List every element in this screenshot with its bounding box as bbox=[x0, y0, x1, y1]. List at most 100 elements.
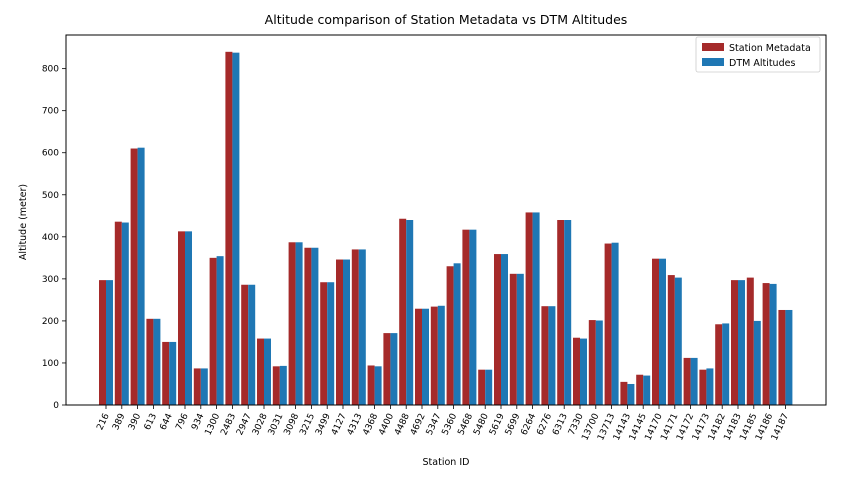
bar-station-metadata-14172 bbox=[683, 357, 691, 405]
y-tick-label-200: 200 bbox=[42, 317, 59, 327]
bar-dtm-altitudes-2483 bbox=[232, 52, 240, 406]
bar-station-metadata-5468 bbox=[462, 229, 470, 405]
bar-dtm-altitudes-1300 bbox=[216, 256, 224, 405]
bar-station-metadata-4313 bbox=[351, 249, 359, 405]
bar-station-metadata-14143 bbox=[620, 381, 628, 405]
bar-dtm-altitudes-4313 bbox=[358, 249, 366, 405]
bar-dtm-altitudes-2947 bbox=[248, 284, 256, 405]
bar-station-metadata-216 bbox=[99, 280, 106, 405]
bar-dtm-altitudes-5468 bbox=[469, 229, 477, 405]
bar-dtm-altitudes-613 bbox=[153, 318, 161, 405]
bar-dtm-altitudes-4692 bbox=[422, 308, 429, 405]
chart-title: Altitude comparison of Station Metadata … bbox=[265, 12, 628, 27]
bar-station-metadata-796 bbox=[178, 231, 185, 405]
y-tick-label-300: 300 bbox=[42, 275, 59, 285]
bar-station-metadata-5480 bbox=[478, 369, 486, 405]
bar-dtm-altitudes-13700 bbox=[595, 320, 603, 405]
bar-dtm-altitudes-14171 bbox=[674, 277, 682, 405]
bar-station-metadata-14145 bbox=[636, 374, 644, 405]
bar-dtm-altitudes-14187 bbox=[785, 309, 793, 405]
y-tick-label-0: 0 bbox=[53, 401, 59, 411]
legend-label-dtm-altitudes: DTM Altitudes bbox=[729, 58, 795, 69]
bar-dtm-altitudes-5480 bbox=[485, 369, 493, 405]
bar-dtm-altitudes-14186 bbox=[769, 283, 777, 405]
bar-station-metadata-1300 bbox=[209, 257, 217, 405]
bar-station-metadata-14171 bbox=[667, 275, 675, 405]
bar-dtm-altitudes-14170 bbox=[659, 258, 666, 405]
bar-station-metadata-13700 bbox=[588, 320, 596, 405]
legend-label-station-metadata: Station Metadata bbox=[729, 43, 811, 54]
bar-station-metadata-2947 bbox=[241, 284, 249, 405]
bar-station-metadata-4368 bbox=[367, 365, 375, 405]
bar-station-metadata-5619 bbox=[494, 254, 501, 405]
bar-dtm-altitudes-4368 bbox=[374, 366, 382, 405]
bar-station-metadata-13713 bbox=[604, 243, 612, 405]
bar-station-metadata-6264 bbox=[525, 212, 533, 405]
bar-dtm-altitudes-3031 bbox=[279, 365, 287, 405]
bar-station-metadata-4692 bbox=[415, 308, 422, 405]
bar-station-metadata-14170 bbox=[652, 258, 659, 405]
y-tick-label-800: 800 bbox=[42, 65, 59, 75]
legend-swatch-station-metadata bbox=[702, 43, 724, 51]
bar-dtm-altitudes-644 bbox=[169, 341, 177, 405]
bar-dtm-altitudes-216 bbox=[106, 280, 113, 405]
bar-station-metadata-4127 bbox=[336, 259, 343, 405]
bar-dtm-altitudes-14143 bbox=[627, 383, 635, 405]
bar-dtm-altitudes-14172 bbox=[690, 357, 698, 405]
bar-station-metadata-14182 bbox=[715, 324, 723, 405]
bar-dtm-altitudes-5619 bbox=[501, 254, 508, 405]
bar-dtm-altitudes-14185 bbox=[753, 320, 761, 405]
bar-station-metadata-14173 bbox=[699, 369, 707, 405]
bar-dtm-altitudes-796 bbox=[185, 231, 192, 405]
bar-dtm-altitudes-6276 bbox=[548, 306, 556, 405]
bar-dtm-altitudes-14173 bbox=[706, 368, 714, 405]
bar-dtm-altitudes-5699 bbox=[516, 273, 524, 405]
bar-dtm-altitudes-389 bbox=[121, 222, 129, 405]
y-axis-label: Altitude (meter) bbox=[18, 184, 29, 260]
bar-station-metadata-6276 bbox=[541, 306, 549, 405]
bar-dtm-altitudes-934 bbox=[200, 368, 208, 405]
bar-dtm-altitudes-4400 bbox=[390, 333, 398, 405]
bar-dtm-altitudes-14145 bbox=[643, 375, 651, 405]
bar-station-metadata-3499 bbox=[320, 282, 328, 405]
bar-station-metadata-5360 bbox=[446, 266, 454, 405]
bar-station-metadata-14186 bbox=[762, 283, 770, 405]
bar-station-metadata-613 bbox=[146, 318, 154, 405]
bar-dtm-altitudes-3098 bbox=[295, 242, 303, 405]
bar-station-metadata-644 bbox=[162, 341, 170, 405]
legend-box bbox=[695, 36, 821, 73]
bar-station-metadata-5347 bbox=[430, 306, 438, 405]
bar-dtm-altitudes-14182 bbox=[722, 323, 730, 405]
y-tick-label-600: 600 bbox=[42, 149, 59, 159]
bar-station-metadata-390 bbox=[130, 148, 138, 406]
bar-station-metadata-934 bbox=[193, 368, 201, 405]
bar-station-metadata-14183 bbox=[731, 280, 738, 405]
y-tick-label-400: 400 bbox=[42, 233, 59, 243]
bar-dtm-altitudes-13713 bbox=[611, 242, 619, 405]
bar-dtm-altitudes-6264 bbox=[532, 212, 540, 405]
y-tick-label-500: 500 bbox=[42, 191, 59, 201]
bar-station-metadata-3031 bbox=[272, 366, 280, 405]
bar-station-metadata-3215 bbox=[304, 247, 312, 405]
bar-dtm-altitudes-5360 bbox=[453, 263, 461, 405]
y-tick-label-700: 700 bbox=[42, 107, 59, 117]
bar-station-metadata-14185 bbox=[746, 277, 754, 405]
legend: Station Metadata DTM Altitudes bbox=[695, 36, 821, 73]
bar-station-metadata-4400 bbox=[383, 333, 391, 405]
bar-dtm-altitudes-390 bbox=[137, 147, 145, 405]
bar-station-metadata-4488 bbox=[399, 218, 407, 405]
bar-dtm-altitudes-3028 bbox=[264, 338, 271, 405]
bar-station-metadata-6313 bbox=[557, 220, 565, 405]
bar-station-metadata-3098 bbox=[288, 242, 296, 405]
bar-dtm-altitudes-5347 bbox=[437, 305, 445, 405]
x-axis-label: Station ID bbox=[423, 457, 470, 468]
bar-station-metadata-14187 bbox=[778, 309, 786, 405]
bar-dtm-altitudes-14183 bbox=[738, 280, 745, 405]
bar-dtm-altitudes-6313 bbox=[564, 220, 572, 405]
bar-station-metadata-3028 bbox=[257, 338, 264, 405]
bar-dtm-altitudes-7330 bbox=[580, 338, 587, 405]
bar-station-metadata-389 bbox=[114, 221, 122, 405]
bar-station-metadata-2483 bbox=[225, 51, 233, 406]
plot-frame bbox=[65, 34, 827, 406]
